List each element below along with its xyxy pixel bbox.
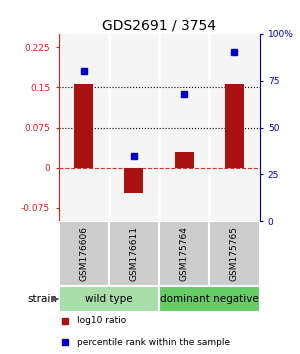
- Bar: [58, 286, 159, 312]
- Title: GDS2691 / 3754: GDS2691 / 3754: [102, 18, 216, 33]
- Bar: [159, 221, 209, 286]
- Text: percentile rank within the sample: percentile rank within the sample: [76, 338, 230, 347]
- Bar: [58, 221, 109, 286]
- Bar: [74, 84, 93, 168]
- Text: GSM175765: GSM175765: [230, 226, 239, 281]
- Text: wild type: wild type: [85, 294, 133, 304]
- Text: log10 ratio: log10 ratio: [76, 316, 126, 325]
- Text: GSM176606: GSM176606: [79, 226, 88, 281]
- Bar: [175, 152, 194, 168]
- Bar: [109, 221, 159, 286]
- Text: GSM175764: GSM175764: [180, 226, 189, 281]
- Text: dominant negative: dominant negative: [160, 294, 259, 304]
- Bar: [225, 84, 244, 168]
- Bar: [159, 286, 260, 312]
- Text: GSM176611: GSM176611: [129, 226, 138, 281]
- Bar: [209, 221, 260, 286]
- Text: strain: strain: [28, 294, 58, 304]
- Bar: [124, 168, 143, 193]
